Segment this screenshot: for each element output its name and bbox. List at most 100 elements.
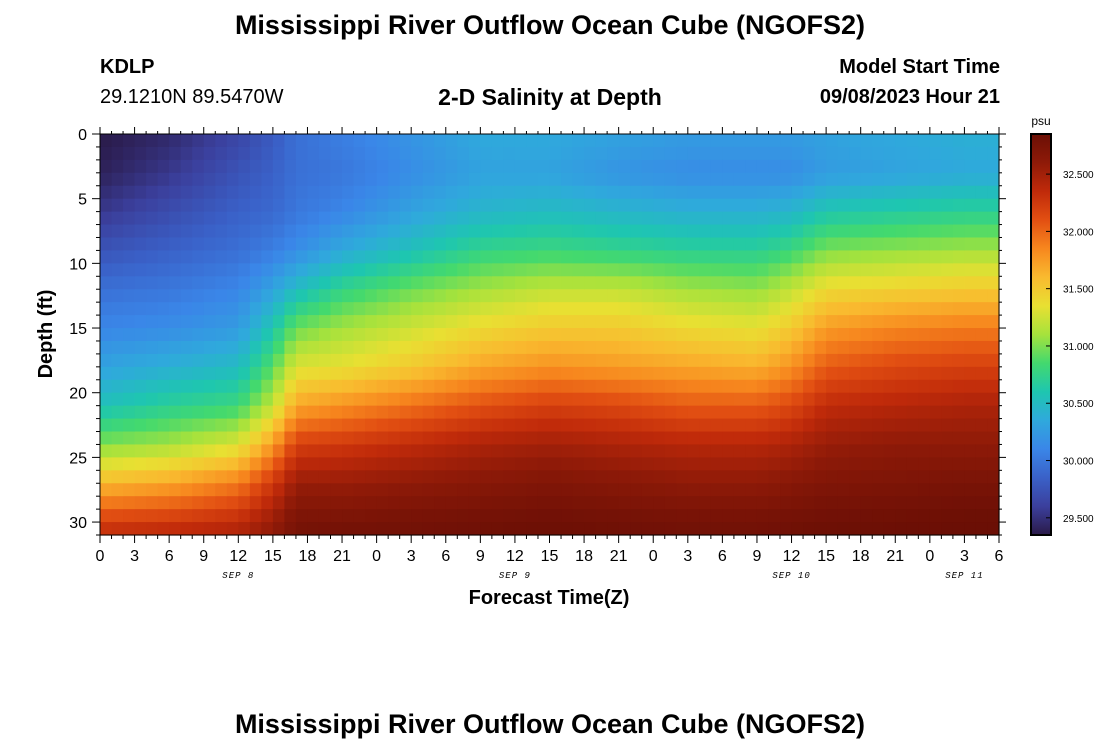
- heatmap-cell: [376, 353, 389, 368]
- x-tick-label: 12: [783, 548, 801, 565]
- heatmap-cell: [526, 211, 539, 226]
- heatmap-cell: [561, 483, 574, 497]
- heatmap-cell: [676, 379, 689, 394]
- heatmap-cell: [192, 353, 205, 368]
- heatmap-cell: [123, 159, 136, 174]
- heatmap-cell: [249, 340, 262, 355]
- heatmap-cell: [710, 172, 723, 187]
- heatmap-cell: [272, 366, 286, 381]
- heatmap-cell: [618, 263, 631, 277]
- heatmap-cell: [849, 522, 862, 536]
- heatmap-cell: [733, 315, 747, 329]
- heatmap-cell: [918, 509, 931, 523]
- heatmap-cell: [987, 392, 1000, 407]
- heatmap-cell: [595, 340, 608, 355]
- heatmap-cell: [630, 457, 643, 471]
- heatmap-cell: [434, 405, 447, 420]
- x-tick-label: 18: [852, 548, 870, 565]
- heatmap-cell: [895, 340, 908, 355]
- heatmap-cell: [146, 522, 159, 536]
- heatmap-cell: [514, 263, 528, 277]
- heatmap-cell: [503, 431, 516, 446]
- heatmap-cell: [975, 444, 989, 458]
- heatmap-cell: [399, 263, 412, 277]
- heatmap-cell: [192, 418, 205, 433]
- heatmap-cell: [365, 315, 378, 329]
- heatmap-cell: [584, 302, 597, 316]
- heatmap-cell: [514, 159, 528, 174]
- heatmap-cell: [342, 134, 355, 148]
- heatmap-cell: [111, 237, 124, 252]
- heatmap-cell: [434, 237, 447, 252]
- heatmap-cell: [480, 185, 493, 200]
- heatmap-cell: [491, 431, 504, 446]
- heatmap-cell: [641, 405, 654, 420]
- heatmap-cell: [987, 457, 1000, 471]
- heatmap-cell: [837, 289, 850, 303]
- heatmap-cell: [687, 470, 700, 484]
- heatmap-cell: [111, 250, 124, 264]
- heatmap-cell: [203, 392, 216, 407]
- heatmap-cell: [272, 509, 286, 523]
- heatmap-cell: [952, 134, 966, 148]
- heatmap-cell: [595, 172, 608, 187]
- heatmap-cell: [814, 159, 827, 174]
- heatmap-cell: [411, 250, 424, 264]
- heatmap-cell: [849, 483, 862, 497]
- heatmap-cell: [295, 289, 309, 303]
- heatmap-cell: [457, 366, 470, 381]
- heatmap-cell: [411, 134, 424, 148]
- heatmap-cell: [318, 146, 332, 161]
- heatmap-cell: [365, 496, 378, 510]
- heatmap-cell: [330, 224, 343, 239]
- heatmap-cell: [537, 353, 551, 368]
- heatmap-cell: [952, 457, 966, 471]
- heatmap-cell: [664, 328, 677, 342]
- heatmap-cell: [584, 353, 597, 368]
- heatmap-cell: [918, 431, 931, 446]
- heatmap-cell: [123, 263, 136, 277]
- heatmap-cell: [618, 392, 631, 407]
- heatmap-cell: [526, 405, 539, 420]
- heatmap-cell: [503, 353, 516, 368]
- heatmap-cell: [411, 431, 424, 446]
- heatmap-cell: [526, 470, 539, 484]
- heatmap-cell: [975, 328, 989, 342]
- heatmap-cell: [722, 146, 735, 161]
- heatmap-cell: [964, 405, 977, 420]
- heatmap-cell: [607, 172, 620, 187]
- y-tick-label: 10: [69, 256, 87, 273]
- heatmap-cell: [584, 276, 597, 290]
- heatmap-cell: [561, 211, 574, 226]
- heatmap-cell: [849, 315, 862, 329]
- heatmap-cell: [111, 289, 124, 303]
- heatmap-cell: [952, 250, 966, 264]
- heatmap-cell: [411, 379, 424, 394]
- heatmap-cell: [722, 315, 735, 329]
- heatmap-cell: [226, 353, 239, 368]
- heatmap-cell: [445, 276, 458, 290]
- heatmap-cell: [226, 522, 239, 536]
- heatmap-cell: [941, 366, 954, 381]
- heatmap-cell: [491, 340, 504, 355]
- heatmap-cell: [434, 211, 447, 226]
- heatmap-cell: [434, 379, 447, 394]
- heatmap-cell: [745, 353, 758, 368]
- heatmap-cell: [284, 509, 297, 523]
- heatmap-cell: [330, 146, 343, 161]
- heatmap-cell: [192, 379, 205, 394]
- heatmap-cell: [261, 289, 274, 303]
- heatmap-cell: [295, 250, 309, 264]
- heatmap-cell: [653, 159, 666, 174]
- heatmap-cell: [353, 496, 366, 510]
- heatmap-cell: [964, 276, 977, 290]
- heatmap-cell: [111, 276, 124, 290]
- heatmap-cell: [687, 302, 700, 316]
- heatmap-cell: [826, 340, 839, 355]
- heatmap-cell: [561, 470, 574, 484]
- heatmap-cell: [457, 198, 470, 213]
- y-tick-label: 0: [78, 127, 87, 144]
- heatmap-cell: [918, 522, 931, 536]
- heatmap-cell: [584, 224, 597, 239]
- heatmap-cell: [837, 276, 850, 290]
